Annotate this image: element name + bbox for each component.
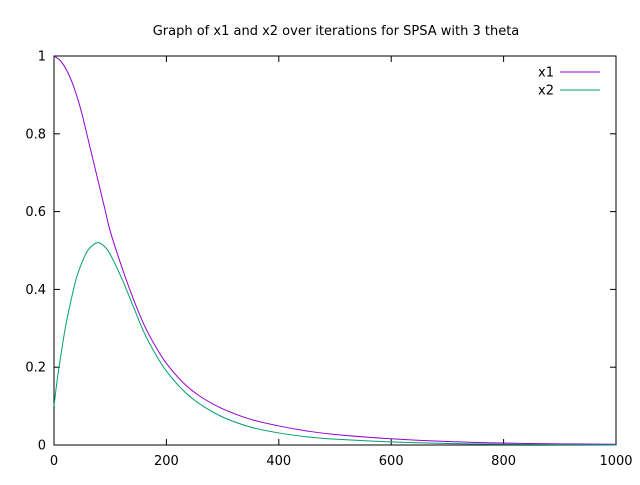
series-line-x2 — [53, 242, 617, 446]
chart-title: Graph of x1 and x2 over iterations for S… — [153, 24, 520, 39]
x-tick-label: 0 — [50, 454, 58, 469]
y-tick-label: 1 — [38, 50, 46, 65]
x-tick-label: 1000 — [599, 454, 632, 469]
x-tick-label: 600 — [379, 454, 404, 469]
y-tick-label: 0.8 — [25, 127, 46, 142]
y-tick-label: 0.2 — [25, 361, 46, 376]
x-tick-label: 400 — [266, 454, 291, 469]
x-tick-label: 800 — [491, 454, 516, 469]
y-tick-label: 0 — [38, 439, 46, 454]
plot-frame — [53, 55, 617, 446]
series-line-x1 — [53, 55, 617, 445]
y-tick-label: 0.6 — [25, 205, 46, 220]
y-tick-label: 0.4 — [25, 283, 46, 298]
legend-label-x1: x1 — [538, 66, 554, 81]
legend-label-x2: x2 — [538, 84, 554, 99]
x-tick-label: 200 — [154, 454, 179, 469]
